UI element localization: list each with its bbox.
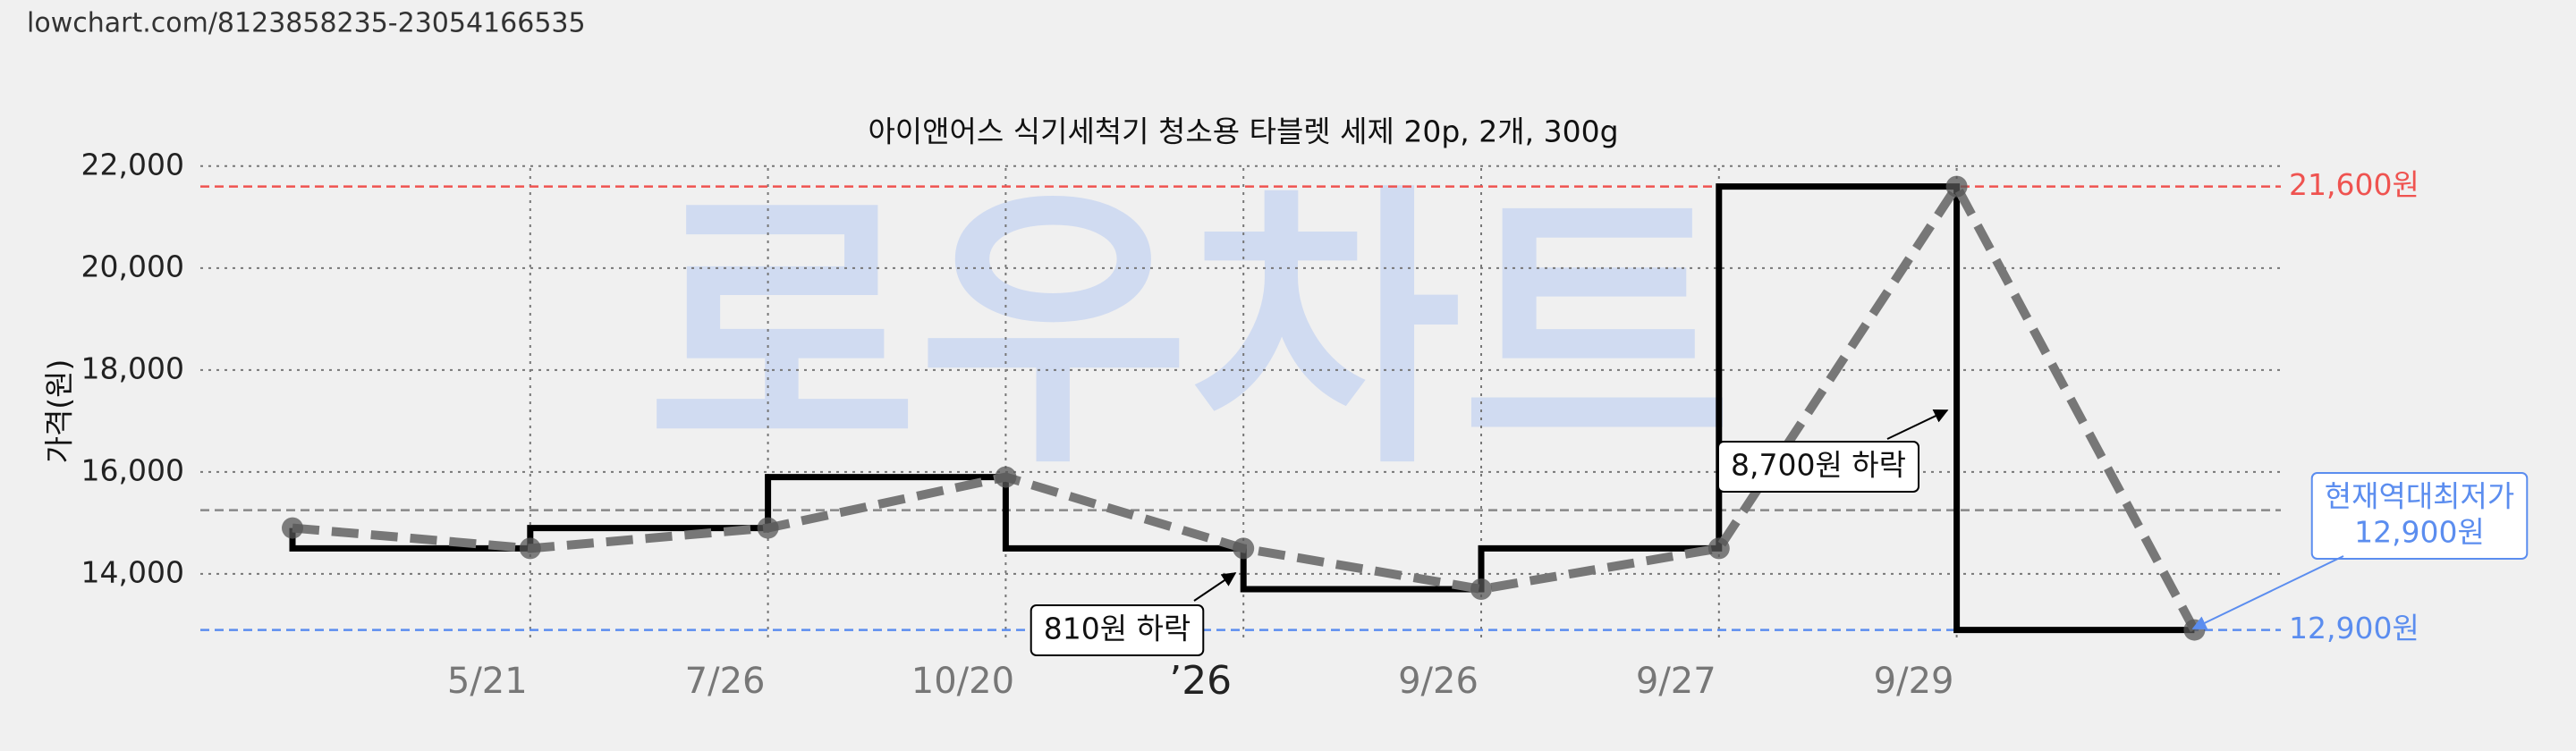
x-tick-label: 9/29 xyxy=(1874,661,1954,702)
y-tick-label: 16,000 xyxy=(81,452,184,487)
point xyxy=(1707,537,1730,560)
annotation: 8,700원 하락 xyxy=(1716,409,1949,493)
watermark: 로우차트 xyxy=(647,160,1733,503)
url: lowchart.com/8123858235-23054166535 xyxy=(27,8,586,39)
y-tick-label: 14,000 xyxy=(81,554,184,589)
x-tick-label: 7/26 xyxy=(685,661,766,702)
x-tick-label: 10/20 xyxy=(911,661,1014,702)
chart-title: 아이앤어스 식기세척기 청소용 타블렛 세제 20p, 2개, 300g xyxy=(868,114,1618,149)
y-tick-label: 22,000 xyxy=(81,147,184,181)
annotation-arrow xyxy=(1886,409,1949,440)
x-tick-label: 9/27 xyxy=(1636,661,1716,702)
y-axis-label: 가격(원) xyxy=(42,359,77,464)
annotation-box xyxy=(1716,441,1920,493)
reference-label: 12,900원 xyxy=(2289,611,2419,646)
x-tick-label: ’26 xyxy=(1169,658,1232,704)
point xyxy=(282,517,303,539)
annotation-text: 현재역대최저가 xyxy=(2325,479,2515,514)
annotation-text: 12,900원 xyxy=(2354,515,2485,550)
annotation-box xyxy=(1030,604,1205,656)
annotation-arrow xyxy=(1193,572,1237,602)
annotation-text: 810원 하락 xyxy=(1044,612,1191,646)
y-tick-label: 18,000 xyxy=(81,350,184,385)
point xyxy=(2183,619,2206,641)
reference-label: 21,600원 xyxy=(2289,167,2419,202)
point xyxy=(1233,537,1255,560)
x-tick-label: 5/21 xyxy=(447,661,528,702)
annotation-box xyxy=(2310,472,2529,560)
point xyxy=(1945,175,1968,198)
annotation: 810원 하락 xyxy=(1030,572,1237,656)
point xyxy=(757,517,779,539)
point xyxy=(519,537,541,560)
point xyxy=(995,466,1017,488)
annotation-arrow xyxy=(2191,555,2344,629)
annotation-text: 8,700원 하락 xyxy=(1731,448,1906,483)
x-tick-label: 9/26 xyxy=(1398,661,1479,702)
point xyxy=(1470,578,1492,600)
y-tick-label: 20,000 xyxy=(81,249,184,283)
